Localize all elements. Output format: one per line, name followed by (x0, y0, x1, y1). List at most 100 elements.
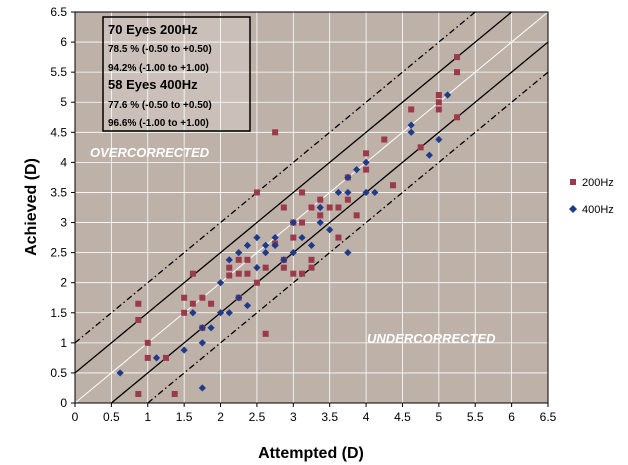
point-400hz (271, 233, 279, 242)
annotation-200hz-title: 70 Eyes 200Hz (108, 22, 198, 37)
point-200hz (454, 114, 461, 121)
x-tick-label: 3 (290, 410, 297, 424)
point-200hz (244, 256, 251, 263)
point-200hz (226, 264, 233, 271)
point-400hz (344, 249, 352, 257)
point-200hz (454, 69, 461, 76)
y-axis-title: Achieved (D) (23, 158, 40, 256)
overcorrected-label: OVERCORRECTED (90, 145, 210, 160)
point-200hz (235, 270, 242, 277)
y-tick-label: 0 (60, 396, 67, 410)
x-tick-label: 1 (144, 410, 151, 424)
point-400hz (307, 241, 316, 249)
point-200hz (189, 300, 196, 307)
point-400hz (407, 121, 415, 129)
point-400hz (225, 256, 233, 264)
undercorrected-label: UNDERCORRECTED (367, 331, 496, 346)
point-400hz (326, 226, 334, 234)
point-400hz (435, 135, 443, 144)
y-tick-label: 6 (60, 35, 67, 49)
point-200hz (299, 219, 306, 226)
point-200hz (317, 212, 324, 219)
point-400hz (344, 188, 352, 197)
point-200hz (235, 256, 242, 263)
point-400hz (235, 249, 243, 257)
annotation-box (102, 16, 251, 132)
y-axis-ticks: 0 0.5 1 1.5 2 2.5 3 3.5 4 4.5 5 5.5 6 6.5 (50, 5, 75, 410)
point-200hz (272, 129, 279, 136)
point-200hz (363, 166, 370, 173)
point-200hz (344, 196, 351, 203)
point-400hz (316, 218, 324, 227)
point-200hz (253, 279, 260, 286)
x-tick-label: 0 (72, 410, 79, 424)
point-200hz (253, 189, 260, 196)
point-200hz (335, 234, 342, 241)
point-200hz (262, 264, 269, 271)
point-200hz (335, 204, 342, 211)
point-200hz (244, 270, 251, 277)
point-400hz (298, 233, 306, 242)
x-tick-label: 2.5 (249, 410, 266, 424)
point-400hz (371, 188, 379, 197)
point-200hz (353, 212, 360, 219)
point-400hz (271, 241, 279, 249)
point-400hz (216, 309, 225, 317)
annotation-400hz-line2: 96.6% (-1.00 to +1.00) (108, 118, 209, 129)
x-axis-title: Attempted (D) (258, 445, 364, 462)
tolerance-1d-line (75, 12, 477, 344)
y-tick-label: 4 (60, 155, 67, 169)
point-400hz (152, 354, 161, 362)
point-200hz (299, 270, 306, 277)
point-400hz (289, 218, 297, 227)
point-400hz (262, 241, 270, 249)
point-400hz (407, 128, 415, 136)
point-400hz (116, 369, 124, 377)
y-tick-label: 1.5 (50, 306, 67, 320)
point-200hz (317, 196, 324, 203)
point-200hz (390, 182, 397, 189)
point-200hz (135, 316, 142, 323)
point-200hz (181, 309, 188, 316)
point-200hz (326, 204, 333, 211)
point-400hz (280, 256, 288, 264)
point-200hz (135, 390, 142, 397)
point-200hz (290, 234, 297, 241)
point-400hz (253, 233, 261, 242)
x-tick-label: 4.5 (394, 410, 411, 424)
point-400hz (243, 241, 252, 249)
point-400hz (353, 166, 361, 174)
point-400hz (443, 91, 452, 99)
point-200hz (280, 204, 287, 211)
x-tick-label: 5.5 (467, 410, 484, 424)
point-200hz (299, 189, 306, 196)
point-200hz (417, 144, 424, 151)
y-tick-label: 5 (60, 95, 67, 109)
x-tick-label: 6 (508, 410, 515, 424)
point-200hz (189, 270, 196, 277)
x-tick-label: 6.5 (540, 410, 557, 424)
point-400hz (289, 249, 297, 257)
y-tick-label: 1 (60, 336, 67, 350)
x-tick-label: 1.5 (176, 410, 193, 424)
x-axis-ticks: 0 0.5 1 1.5 2 2.5 3 3.5 4 4.5 5 5.5 6 6.5 (72, 403, 557, 424)
annotation-400hz-title: 58 Eyes 400Hz (108, 77, 198, 92)
annotation-200hz-line2: 94.2% (-1.00 to +1.00) (108, 63, 209, 74)
x-tick-label: 5 (436, 410, 443, 424)
point-200hz (226, 272, 233, 279)
point-200hz (363, 150, 370, 157)
tolerance-0.5d-line (75, 12, 513, 374)
point-200hz (454, 54, 461, 61)
point-400hz (198, 339, 206, 347)
point-200hz (435, 92, 442, 99)
point-200hz (435, 99, 442, 106)
point-400hz (225, 309, 233, 317)
point-200hz (280, 264, 287, 271)
point-200hz (171, 390, 178, 397)
point-400hz (316, 203, 324, 212)
point-400hz (198, 324, 206, 332)
annotation-400hz-line1: 77.6 % (-0.50 to +0.50) (108, 100, 212, 111)
point-400hz (362, 158, 370, 166)
tolerance-0.5d-line (110, 41, 548, 403)
y-tick-label: 2.5 (50, 246, 67, 260)
